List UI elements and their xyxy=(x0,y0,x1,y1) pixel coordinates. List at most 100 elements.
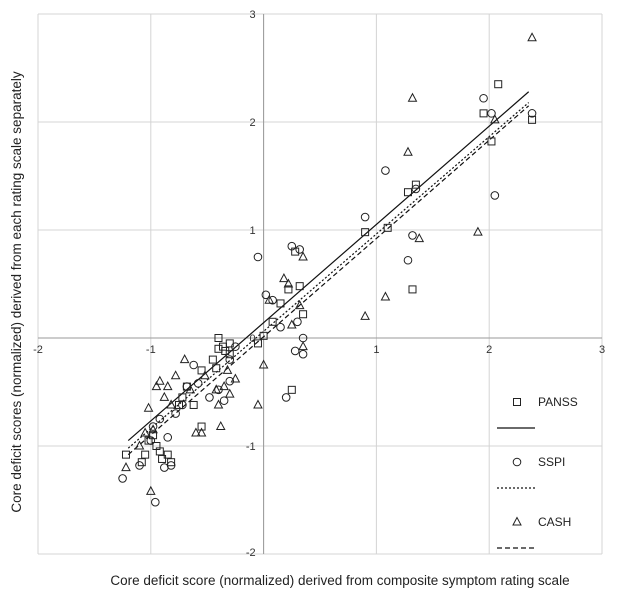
sspi-point xyxy=(118,474,127,483)
sspi-point xyxy=(205,393,214,402)
sspi-point xyxy=(487,109,496,118)
cash-point xyxy=(148,424,158,434)
y-tick-label: -2 xyxy=(246,547,256,559)
panss-point xyxy=(361,228,370,237)
sspi-point xyxy=(219,396,229,405)
panss-point xyxy=(403,188,412,197)
panss-point xyxy=(167,458,176,467)
cash-point xyxy=(360,310,370,320)
sspi-point xyxy=(166,461,176,470)
sspi-point xyxy=(360,212,370,222)
panss-point xyxy=(175,400,183,409)
panss-point xyxy=(189,400,198,409)
panss-point xyxy=(155,447,164,456)
panss-point xyxy=(197,366,206,375)
x-tick-label: -2 xyxy=(33,344,43,356)
axes xyxy=(38,14,602,554)
plot-area xyxy=(38,14,602,554)
sspi-point xyxy=(490,191,500,200)
panss-point xyxy=(295,282,304,291)
sspi-point xyxy=(146,436,156,445)
sspi-point xyxy=(151,497,160,507)
panss-trendline xyxy=(127,91,530,442)
sspi-point xyxy=(261,290,271,300)
sspi-point xyxy=(163,433,173,442)
sspi-point xyxy=(281,393,291,402)
cash-point xyxy=(154,375,165,385)
y-tick-label: -1 xyxy=(246,441,256,453)
panss-point xyxy=(212,364,221,373)
panss-point xyxy=(479,109,488,118)
panss-point xyxy=(411,180,420,189)
cash-point xyxy=(211,384,222,394)
sspi-point xyxy=(135,461,144,470)
panss-point xyxy=(253,339,262,348)
panss-point xyxy=(299,310,308,319)
cash-point xyxy=(283,278,294,288)
x-tick-label: 2 xyxy=(486,344,492,356)
cash-point xyxy=(143,402,154,412)
sspi-series xyxy=(118,93,537,507)
cash-point xyxy=(162,381,173,391)
sspi-point xyxy=(295,245,304,254)
panss-point xyxy=(121,450,130,459)
panss-point xyxy=(149,431,158,440)
y-tick-label: 2 xyxy=(249,117,255,129)
sspi-legend-label: SSPI xyxy=(538,455,565,469)
y-tick-label: 3 xyxy=(249,9,255,21)
cash-point xyxy=(145,485,156,495)
cash-point xyxy=(253,399,263,409)
cash-point xyxy=(121,462,131,472)
y-tick-label: 0 xyxy=(249,333,255,345)
cash-point xyxy=(219,381,229,391)
cash-point xyxy=(166,399,176,409)
x-tick-label: 3 xyxy=(599,344,605,356)
sspi-point xyxy=(231,342,240,351)
panss-point xyxy=(383,223,392,232)
cash-point xyxy=(151,381,162,391)
cash-legend-marker xyxy=(512,516,522,526)
panss-point xyxy=(268,317,277,326)
panss-point xyxy=(197,422,206,431)
sspi-point xyxy=(293,317,302,327)
panss-point xyxy=(158,454,167,463)
legend: PANSS SSPI CASH xyxy=(497,395,578,549)
sspi-point xyxy=(155,414,165,424)
panss-point xyxy=(225,350,234,359)
panss-point xyxy=(494,80,503,89)
cash-point xyxy=(298,251,308,261)
y-axis-label: Core deficit scores (normalized) derived… xyxy=(9,71,24,512)
sspi-point xyxy=(148,422,158,431)
tick-labels: -2 -1 1 2 3 -2 -1 0 1 2 3 xyxy=(33,9,605,559)
cash-point xyxy=(140,427,150,437)
cash-point xyxy=(224,388,235,398)
cash-point xyxy=(407,92,418,102)
sspi-point xyxy=(403,255,413,265)
cash-point xyxy=(215,420,226,431)
cash-point xyxy=(403,146,413,156)
panss-point xyxy=(259,331,268,340)
sspi-point xyxy=(178,400,187,410)
cash-point xyxy=(258,359,269,369)
cash-point xyxy=(170,370,181,380)
sspi-point xyxy=(225,355,235,364)
panss-point xyxy=(287,385,296,394)
sspi-point xyxy=(290,346,300,356)
cash-point xyxy=(200,370,210,380)
sspi-point xyxy=(479,93,488,103)
cash-point xyxy=(286,319,297,329)
cash-point xyxy=(230,373,241,383)
cash-point xyxy=(279,273,289,283)
cash-point xyxy=(191,427,201,437)
cash-point xyxy=(213,399,224,409)
sspi-point xyxy=(268,295,277,305)
sspi-point xyxy=(381,166,390,175)
cash-point xyxy=(179,354,190,364)
data-points xyxy=(118,32,537,507)
sspi-point xyxy=(276,322,285,332)
sspi-point xyxy=(171,409,180,418)
x-axis-label: Core deficit score (normalized) derived … xyxy=(110,573,569,588)
y-tick-label: 1 xyxy=(249,225,255,237)
cash-point xyxy=(159,391,170,401)
